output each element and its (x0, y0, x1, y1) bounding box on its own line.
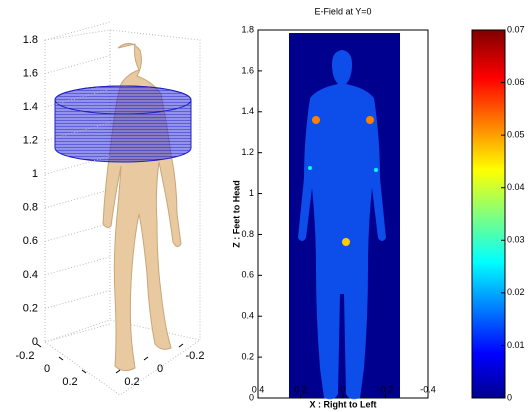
y-tick-mark (116, 370, 120, 373)
colorbar-tick-label: 0 (507, 392, 512, 402)
y-axis-label: Z : Feet to Head (231, 180, 241, 248)
colorbar-tick-label: 0.07 (507, 24, 525, 34)
y-tick-label: 0.6 (241, 270, 254, 280)
x-tick-label: 0 (44, 363, 50, 375)
z-tick-label: 1.8 (23, 34, 38, 46)
y-tick-mark (144, 357, 148, 360)
coil (55, 86, 191, 162)
x-axis-label: X : Right to Left (310, 399, 377, 409)
x-tick-label: 0.2 (62, 376, 77, 388)
figure: E-Field at Y=0 X : Right to Left Z : Fee… (0, 0, 532, 412)
grid-line (45, 324, 110, 342)
colorbar-tick-label: 0.03 (507, 235, 525, 245)
y-tick-label: -0.2 (186, 350, 205, 362)
x-tick-label: -0.2 (16, 350, 35, 362)
y-tick-label: 1.8 (241, 24, 254, 34)
y-tick-label: 0.2 (241, 351, 254, 361)
grid-line (45, 156, 110, 174)
colorbar-tick-label: 0.01 (507, 340, 525, 350)
z-tick-label: 0.6 (23, 235, 38, 247)
x-tick-mark (59, 357, 63, 360)
colorbar (472, 30, 505, 398)
colorbar-tick-label: 0.02 (507, 287, 525, 297)
y-tick-label: 0 (157, 363, 163, 375)
grid-line (45, 22, 110, 40)
z-tick-label: 1.2 (23, 135, 38, 147)
z-tick-label: 1.4 (23, 101, 38, 113)
y-tick-label: 1.2 (241, 147, 254, 157)
y-tick-label: 1.4 (241, 106, 254, 116)
grid-line (45, 56, 110, 74)
grid-line (45, 257, 110, 275)
x-tick-label: 0 (340, 384, 345, 394)
x-tick-label: 0.4 (252, 384, 265, 394)
x-tick-mark (82, 370, 86, 373)
y-tick-label: 1 (249, 188, 254, 198)
y-tick-label: 1.6 (241, 65, 254, 75)
y-tick-label: 0.4 (241, 311, 254, 321)
colorbar-tick-label: 0.06 (507, 77, 525, 87)
heatmap-title: E-Field at Y=0 (314, 6, 371, 16)
colorbar-tick-label: 0.04 (507, 182, 525, 192)
x-tick-label: -0.4 (420, 384, 436, 394)
grid-line (45, 223, 110, 241)
z-tick-label: 0.2 (23, 302, 38, 314)
grid-line (45, 290, 110, 308)
y-tick-label: 0.8 (241, 229, 254, 239)
z-tick-label: 1.6 (23, 67, 38, 79)
y-tick-mark (179, 344, 183, 347)
z-tick-label: 0 (32, 336, 38, 348)
x-tick-label: 0.2 (294, 384, 307, 394)
y-tick-label: 0.2 (124, 376, 139, 388)
z-tick-label: 0.4 (23, 269, 38, 281)
z-tick-label: 0.8 (23, 202, 38, 214)
colorbar-tick-label: 0.05 (507, 130, 525, 140)
grid-line (45, 190, 110, 208)
x-tick-label: -0.2 (378, 384, 394, 394)
z-tick-label: 1 (32, 168, 38, 180)
